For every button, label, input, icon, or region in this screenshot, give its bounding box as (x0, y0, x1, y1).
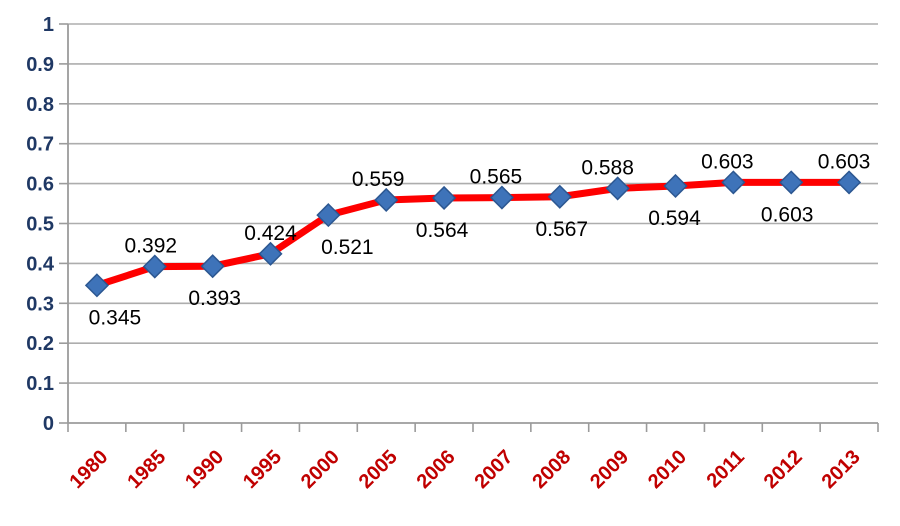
data-point-marker (142, 254, 167, 279)
y-axis-tick-label: 0.7 (26, 134, 54, 156)
x-axis-tick-label-group: 2006 (413, 446, 460, 493)
y-axis-tick-label: 0.8 (26, 94, 54, 116)
x-axis-tick-label: 2010 (644, 446, 691, 493)
x-axis-tick-label: 1980 (65, 446, 112, 493)
y-axis-tick-label: 0.2 (26, 333, 54, 355)
y-axis-tick-label: 0.3 (26, 293, 54, 315)
x-axis-tick-label-group: 1990 (181, 446, 228, 493)
data-point-label: 0.603 (818, 150, 871, 173)
y-axis-tick-label: 0.6 (26, 174, 54, 196)
x-axis-tick-label: 1995 (239, 446, 286, 493)
data-point-label: 0.588 (581, 156, 634, 179)
x-axis-tick-label-group: 2007 (470, 446, 517, 493)
x-axis-tick-label-group: 2011 (703, 446, 749, 492)
x-axis-tick-label: 2012 (760, 446, 807, 493)
x-axis-tick-label: 2011 (703, 446, 749, 492)
data-point-marker (547, 184, 572, 209)
data-point-marker (200, 254, 225, 279)
x-axis-tick-label: 2008 (528, 446, 575, 493)
data-point-marker (258, 241, 283, 266)
x-axis-tick-label: 2005 (355, 446, 402, 493)
data-point-label: 0.565 (470, 166, 523, 189)
y-axis-tick-label: 0.4 (26, 253, 55, 275)
x-axis-tick-label-group: 2008 (528, 446, 575, 493)
data-point-label: 0.345 (89, 306, 142, 329)
data-point-marker (432, 185, 457, 211)
data-point-label: 0.594 (648, 207, 701, 230)
x-axis-tick-label-group: 2005 (355, 446, 402, 493)
data-point-marker (605, 176, 630, 201)
x-axis-tick-label: 1985 (123, 446, 170, 493)
data-point-marker (663, 173, 688, 199)
data-point-marker (374, 187, 399, 213)
x-axis-tick-label-group: 2012 (760, 446, 807, 493)
x-axis-tick-label-group: 1995 (239, 446, 286, 493)
data-point-marker (489, 185, 514, 210)
data-point-label: 0.521 (321, 236, 374, 259)
x-axis-tick-label-group: 2009 (586, 446, 633, 493)
data-point-label: 0.603 (701, 150, 754, 173)
data-point-marker (84, 273, 109, 298)
y-axis-tick-label: 0 (43, 413, 54, 435)
data-point-label: 0.567 (536, 218, 589, 241)
x-axis-tick-label-group: 2013 (818, 446, 865, 493)
data-point-marker (316, 203, 341, 228)
x-axis-tick-label-group: 1980 (65, 446, 112, 493)
x-axis-tick-label-group: 1985 (123, 446, 170, 493)
x-axis-tick-label-group: 2010 (644, 446, 691, 493)
y-axis-tick-label: 0.5 (26, 214, 54, 236)
x-axis-tick-label: 1990 (181, 446, 228, 493)
data-point-label: 0.603 (761, 203, 814, 226)
x-axis-tick-label: 2013 (818, 446, 865, 493)
y-axis-tick-label: 0.1 (26, 373, 54, 395)
x-axis-tick-label: 2007 (470, 446, 517, 493)
x-axis-tick-label-group: 2000 (297, 446, 344, 493)
y-axis-tick-label: 0.9 (26, 54, 54, 76)
data-point-marker (779, 170, 804, 195)
data-point-marker (837, 170, 862, 195)
data-point-label: 0.424 (244, 222, 297, 245)
x-axis-tick-label: 2006 (413, 446, 460, 493)
data-point-label: 0.559 (352, 168, 405, 191)
y-axis-tick-label: 1 (43, 14, 54, 36)
x-axis-tick-label: 2009 (586, 446, 633, 493)
x-axis-tick-label: 2000 (297, 446, 344, 493)
data-point-label: 0.393 (188, 287, 241, 310)
data-point-label: 0.392 (125, 235, 178, 258)
data-point-marker (721, 170, 746, 195)
data-point-label: 0.564 (416, 219, 469, 242)
